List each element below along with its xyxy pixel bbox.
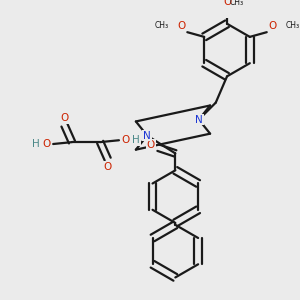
- Text: O: O: [60, 113, 69, 123]
- Text: O: O: [268, 21, 277, 31]
- Text: O: O: [43, 139, 51, 149]
- Text: CH₃: CH₃: [286, 21, 300, 30]
- Text: N: N: [195, 115, 203, 124]
- Text: O: O: [103, 162, 112, 172]
- Text: O: O: [177, 21, 185, 31]
- Text: O: O: [223, 0, 231, 7]
- Text: H: H: [32, 139, 40, 149]
- Text: O: O: [122, 135, 130, 145]
- Text: H: H: [132, 135, 140, 145]
- Text: O: O: [147, 140, 155, 150]
- Text: CH₃: CH₃: [230, 0, 244, 7]
- Text: N: N: [143, 130, 151, 141]
- Text: CH₃: CH₃: [154, 21, 169, 30]
